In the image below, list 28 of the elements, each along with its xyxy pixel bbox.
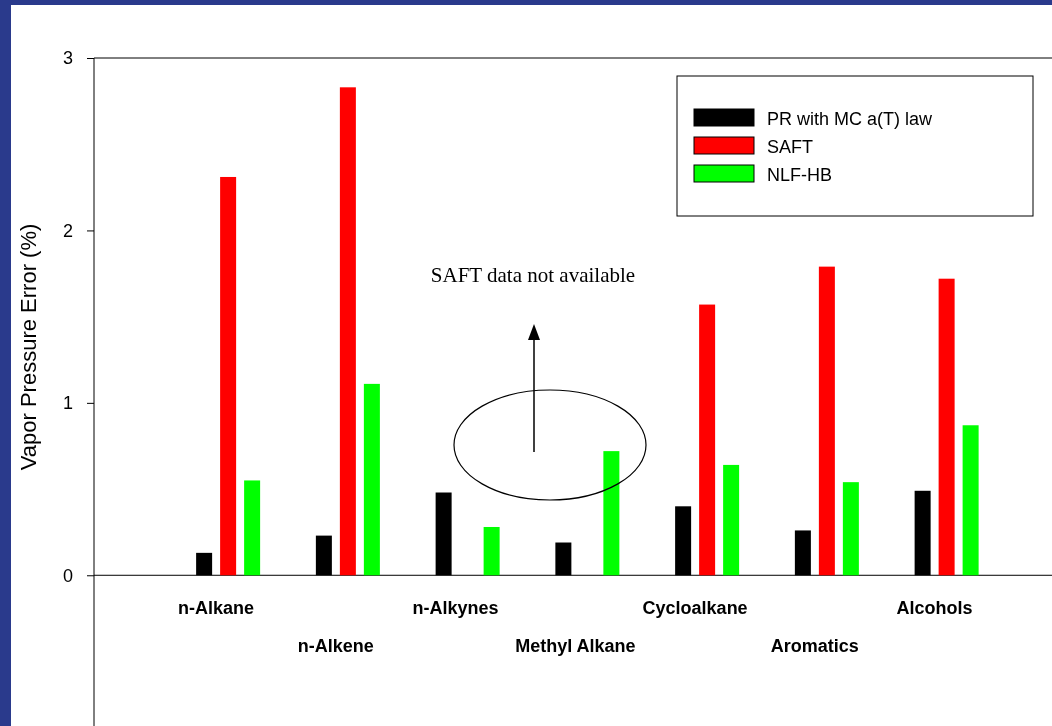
x-tick-label: Alcohols [896,598,973,618]
x-tick-label: Methyl Alkane [515,636,636,656]
bar [962,425,979,576]
bar [339,87,356,576]
legend-label: SAFT [767,137,814,157]
bar [603,451,620,576]
bar [818,266,835,576]
x-tick-label: Aromatics [770,636,859,656]
bar [220,176,237,576]
x-tick-label: n-Alkane [178,598,255,618]
annotation: SAFT data not available [430,263,636,287]
x-tick-label: Cycloalkane [642,598,748,618]
bar [483,526,500,576]
x-tick-label: n-Alkene [297,636,374,656]
x-tick-label: n-Alkynes [412,598,499,618]
bar [244,480,261,576]
y-tick-label: 3 [62,48,73,69]
y-tick-label: 0 [62,565,73,586]
bar [723,464,740,576]
legend-label: PR with MC a(T) law [767,109,934,129]
bar [938,278,955,576]
legend-label: NLF-HB [767,165,833,185]
bar [699,304,716,576]
bar [842,482,859,576]
y-axis-title: Vapor Pressure Error (%) [16,223,41,471]
y-tick-label: 2 [62,220,73,241]
y-tick-label: 1 [62,393,73,414]
bar [363,383,380,576]
